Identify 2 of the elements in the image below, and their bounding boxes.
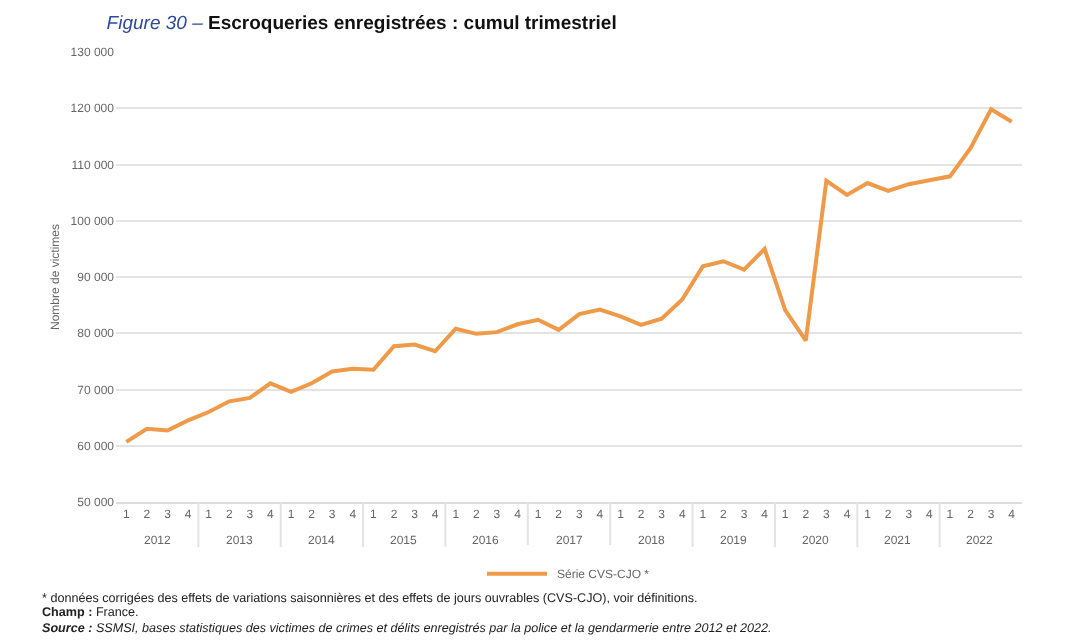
line-series [124,107,1014,444]
chart-title: Figure 30 – Escroqueries enregistrées : cumul trimestriel [106,13,617,36]
